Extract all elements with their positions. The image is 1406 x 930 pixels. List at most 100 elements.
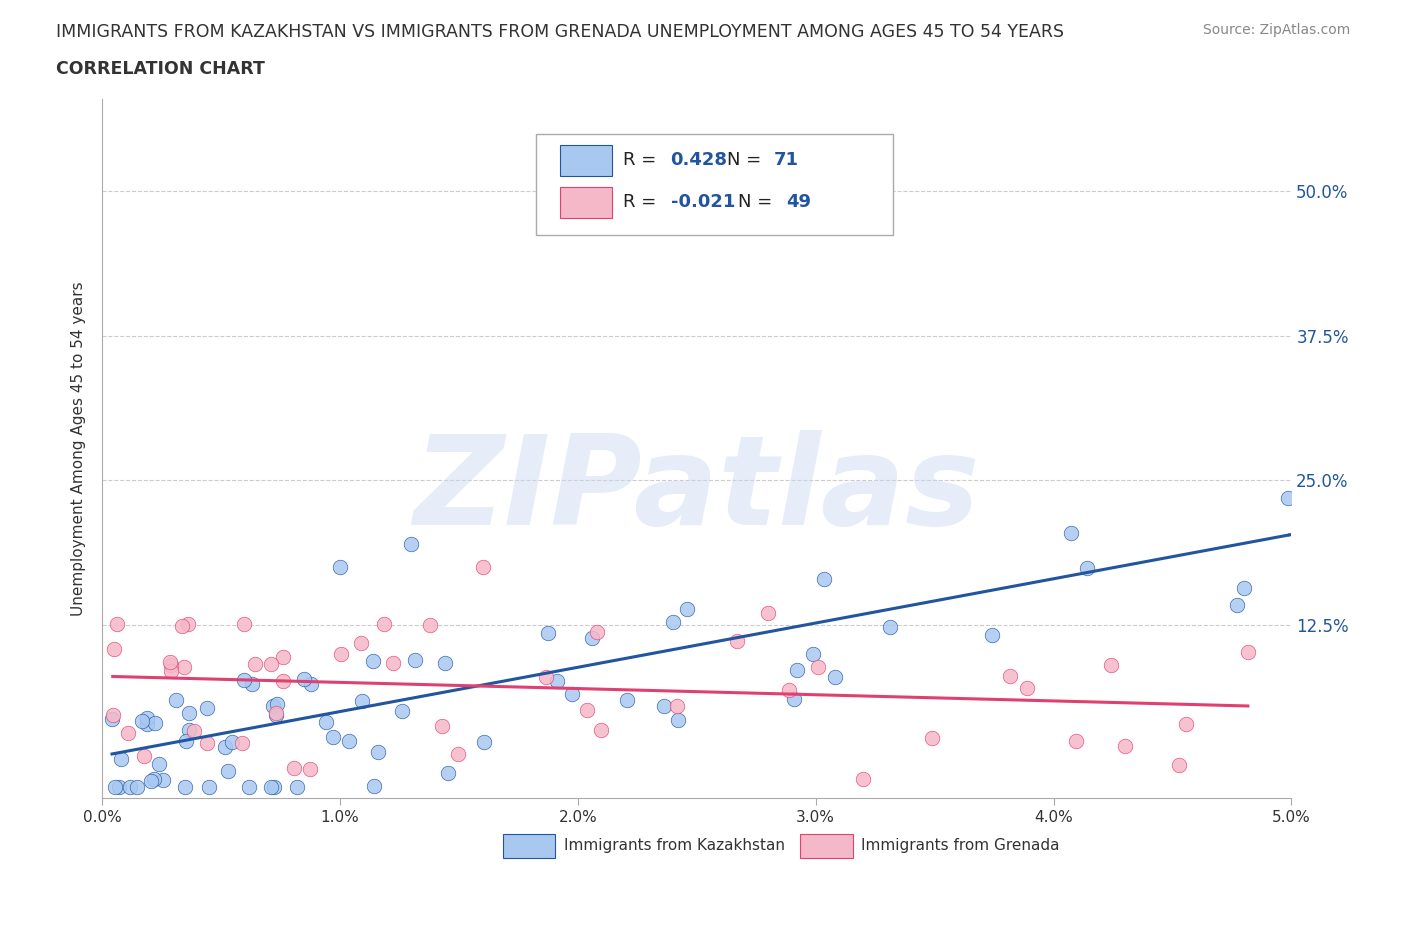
Y-axis label: Unemployment Among Ages 45 to 54 years: Unemployment Among Ages 45 to 54 years xyxy=(72,281,86,616)
Text: 49: 49 xyxy=(786,193,811,211)
Point xyxy=(135,711,157,725)
Point xyxy=(131,713,153,728)
Point xyxy=(132,749,155,764)
Point xyxy=(1099,658,1122,672)
Point xyxy=(534,670,557,684)
Point xyxy=(110,751,132,766)
Point xyxy=(195,701,218,716)
Point xyxy=(1168,758,1191,773)
Point xyxy=(260,657,283,671)
FancyBboxPatch shape xyxy=(536,134,893,235)
Point xyxy=(271,673,294,688)
Point xyxy=(173,659,195,674)
Text: N =: N = xyxy=(738,193,779,211)
Point xyxy=(231,736,253,751)
Point xyxy=(363,778,385,793)
Point xyxy=(824,670,846,684)
Point xyxy=(586,624,609,639)
Point xyxy=(813,572,835,587)
Point xyxy=(177,617,200,631)
Point xyxy=(120,779,142,794)
Point xyxy=(260,779,283,794)
Point xyxy=(195,736,218,751)
Point xyxy=(104,779,127,794)
Text: Immigrants from Kazakhstan: Immigrants from Kazakhstan xyxy=(564,839,785,854)
Point xyxy=(266,697,288,711)
Point xyxy=(264,706,287,721)
Point xyxy=(139,774,162,789)
Point xyxy=(472,735,495,750)
Point xyxy=(581,631,603,645)
Point xyxy=(148,757,170,772)
Point xyxy=(105,617,128,631)
Point xyxy=(1076,561,1098,576)
Point xyxy=(329,560,352,575)
Point xyxy=(283,761,305,776)
Point xyxy=(661,615,683,630)
Point xyxy=(430,719,453,734)
Point xyxy=(401,537,423,551)
Point xyxy=(807,659,830,674)
Text: IMMIGRANTS FROM KAZAKHSTAN VS IMMIGRANTS FROM GRENADA UNEMPLOYMENT AMONG AGES 45: IMMIGRANTS FROM KAZAKHSTAN VS IMMIGRANTS… xyxy=(56,23,1064,41)
Point xyxy=(756,605,779,620)
Point xyxy=(217,764,239,779)
Point xyxy=(404,653,426,668)
Point xyxy=(1233,580,1256,595)
Point xyxy=(299,761,322,776)
Point xyxy=(159,658,181,673)
Point xyxy=(350,694,373,709)
Point xyxy=(1060,525,1083,540)
Point xyxy=(107,779,129,794)
Point xyxy=(981,627,1004,642)
Point xyxy=(419,618,441,632)
Text: CORRELATION CHART: CORRELATION CHART xyxy=(56,60,266,78)
Point xyxy=(263,779,285,794)
Point xyxy=(676,602,699,617)
Point xyxy=(998,669,1021,684)
Point xyxy=(446,747,468,762)
Point xyxy=(350,636,373,651)
FancyBboxPatch shape xyxy=(800,834,852,857)
Point xyxy=(292,671,315,686)
Point xyxy=(471,560,494,575)
Point xyxy=(329,646,352,661)
Point xyxy=(921,730,943,745)
Point xyxy=(198,779,221,794)
Point xyxy=(143,772,166,787)
Point xyxy=(373,617,395,631)
Point xyxy=(1277,490,1299,505)
Text: ZIPatlas: ZIPatlas xyxy=(413,430,980,551)
Text: -0.021: -0.021 xyxy=(671,193,735,211)
Text: R =: R = xyxy=(623,152,662,169)
Point xyxy=(1114,738,1136,753)
Point xyxy=(801,646,824,661)
Point xyxy=(179,706,201,721)
Point xyxy=(1174,716,1197,731)
Point xyxy=(287,779,309,794)
Point xyxy=(614,184,637,199)
Point xyxy=(433,656,456,671)
Text: Source: ZipAtlas.com: Source: ZipAtlas.com xyxy=(1202,23,1350,37)
Point xyxy=(652,698,675,713)
Point xyxy=(786,662,808,677)
Point xyxy=(391,704,413,719)
Text: R =: R = xyxy=(623,193,662,211)
Point xyxy=(174,734,197,749)
Point xyxy=(238,779,260,794)
Point xyxy=(232,672,254,687)
Point xyxy=(299,677,322,692)
Point xyxy=(165,692,187,707)
Text: 0.428: 0.428 xyxy=(671,152,728,169)
Point xyxy=(879,619,901,634)
Point xyxy=(361,654,384,669)
Point xyxy=(1237,645,1260,660)
Point xyxy=(1064,734,1087,749)
Point xyxy=(135,717,157,732)
Point xyxy=(591,723,613,737)
Point xyxy=(1015,681,1038,696)
Point xyxy=(271,650,294,665)
Point xyxy=(778,683,800,698)
Point xyxy=(782,691,804,706)
Point xyxy=(233,617,256,631)
Point xyxy=(117,725,139,740)
